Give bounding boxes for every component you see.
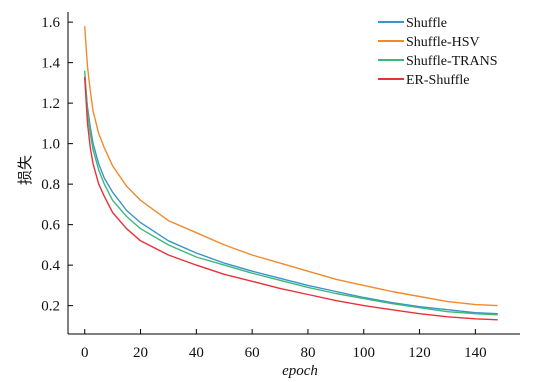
x-tick-label: 0 (81, 345, 89, 361)
legend-label: ER-Shuffle (406, 73, 470, 88)
y-tick-label: 1.0 (41, 137, 60, 153)
legend-label: Shuffle-HSV (406, 35, 480, 50)
series-line-shuffle (84, 76, 498, 315)
series-line-shuffle-trans (84, 70, 498, 316)
x-tick-label: 60 (245, 345, 260, 361)
y-tick-label: 0.6 (41, 218, 60, 234)
x-tick-label: 140 (464, 345, 487, 361)
ticks: 0 20 40 60 80 100 120 140 0.2 0.4 0.6 0.8 1.0 1.2 1.4 1… (41, 15, 486, 361)
series-group (84, 26, 498, 321)
legend-label: Shuffle (406, 16, 447, 31)
axes (67, 12, 520, 335)
x-tick-label: 20 (133, 345, 148, 361)
y-axis-title: 损失 (17, 155, 34, 185)
y-tick-label: 0.4 (41, 258, 60, 274)
legend: Shuffle Shuffle-HSV Shuffle-TRANS ER-Shuffl… (378, 16, 498, 88)
legend-label: Shuffle-TRANS (406, 54, 498, 69)
x-tick-label: 40 (189, 345, 204, 361)
x-tick-label: 80 (300, 345, 315, 361)
x-tick-label: 100 (353, 345, 376, 361)
y-tick-label: 1.2 (41, 96, 60, 112)
x-axis-title: epoch (282, 363, 318, 379)
y-tick-label: 1.4 (41, 56, 60, 72)
y-tick-label: 1.6 (41, 15, 60, 31)
series-line-shuffle-hsv (84, 26, 498, 307)
y-tick-label: 0.8 (41, 177, 60, 193)
x-tick-label: 120 (408, 345, 431, 361)
y-tick-label: 0.2 (41, 299, 60, 315)
series-line-er-shuffle (84, 76, 498, 321)
